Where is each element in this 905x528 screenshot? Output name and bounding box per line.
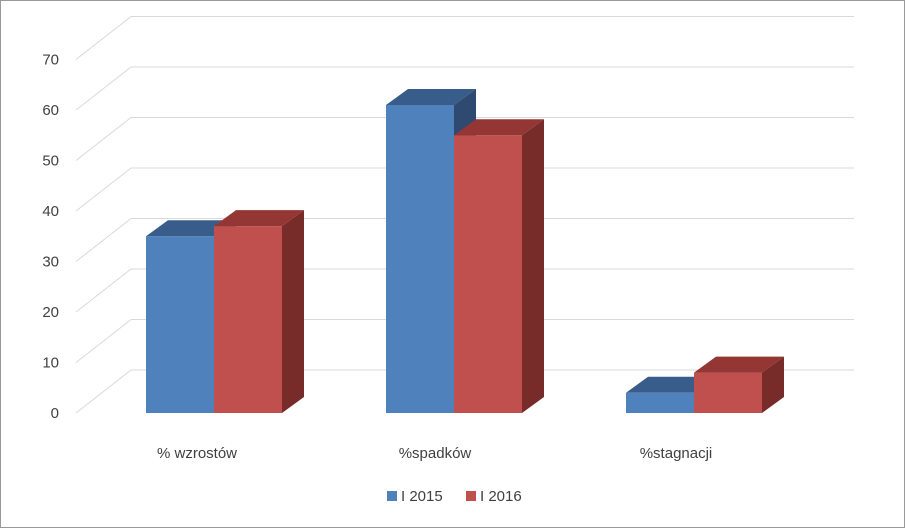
bar-front: [454, 135, 522, 413]
y-axis-ticks: 0 10 20 30 40 50 60 70: [42, 52, 59, 423]
gridline-side-50: [75, 117, 132, 161]
y-tick-label-30: 30: [42, 254, 59, 271]
y-tick-label-50: 50: [42, 153, 59, 170]
bar-2-3: [694, 356, 784, 413]
gridline-side-10: [75, 319, 132, 363]
category-labels: % wzrostów %spadków %stagnacji: [157, 445, 712, 462]
y-tick-label-0: 0: [51, 405, 59, 422]
bar-side: [762, 356, 784, 413]
legend-entry-2: I 2016: [466, 488, 522, 505]
category-label-1: % wzrostów: [157, 445, 237, 462]
bar-top: [214, 210, 304, 227]
bar-top: [694, 356, 784, 373]
bar-front: [694, 372, 762, 413]
bar-side: [282, 210, 304, 413]
y-tick-label-10: 10: [42, 355, 59, 372]
bar-2-2: [454, 119, 544, 413]
bar-front: [626, 392, 694, 413]
bar-2-1: [214, 210, 304, 413]
gridline-side-70: [75, 16, 132, 60]
bar-front: [214, 226, 282, 413]
category-label-2: %spadków: [399, 445, 472, 462]
category-label-3: %stagnacji: [640, 445, 713, 462]
legend-entry-1: I 2015: [387, 488, 443, 505]
legend-label: I 2015: [401, 488, 443, 505]
gridline-side-60: [75, 66, 132, 111]
gridline-side-40: [75, 167, 132, 212]
gridline-side-0: [75, 369, 132, 414]
bar-front: [386, 104, 454, 413]
gridline-side-30: [75, 218, 132, 262]
bar-top: [454, 119, 544, 136]
gridline-side-20: [75, 268, 132, 313]
y-tick-label-20: 20: [42, 304, 59, 321]
bars: [146, 88, 784, 413]
bar-top: [386, 88, 476, 105]
y-tick-label-70: 70: [42, 52, 59, 69]
legend: I 2015 I 2016: [387, 488, 522, 505]
legend-label: I 2016: [480, 488, 522, 505]
legend-swatch: [466, 491, 476, 501]
bar-top: [626, 376, 716, 393]
legend-swatch: [387, 491, 397, 501]
bar-side: [522, 119, 544, 413]
y-tick-label-60: 60: [42, 102, 59, 119]
bar-top: [146, 220, 236, 237]
y-tick-label-40: 40: [42, 203, 59, 220]
bar-front: [146, 236, 214, 413]
